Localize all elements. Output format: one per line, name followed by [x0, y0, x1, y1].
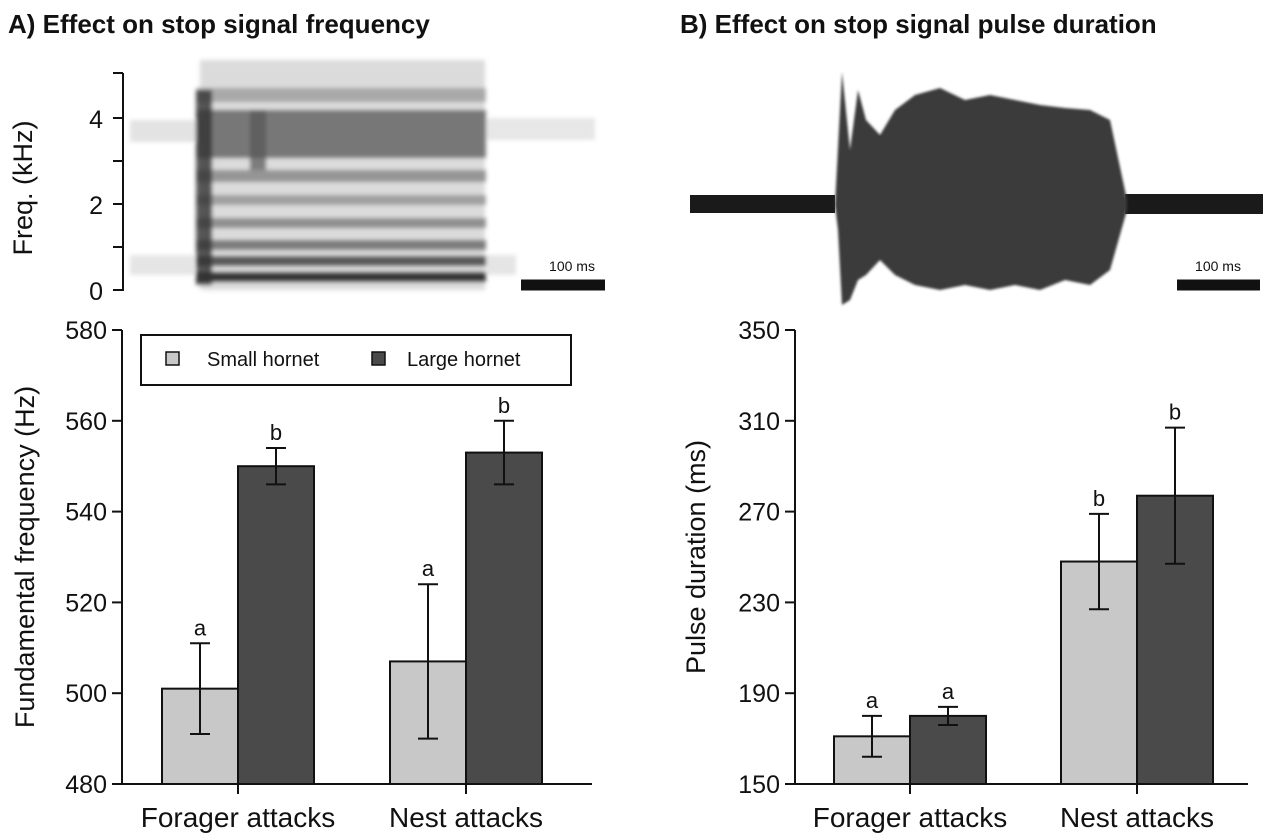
spectrogram: 4 2 0 Freq. (kHz) 100 ms	[8, 60, 605, 306]
spectrogram-image	[130, 60, 595, 290]
chart-a-category-label: Nest attacks	[389, 802, 543, 833]
chart-a-y-label: Fundamental frequency (Hz)	[10, 386, 40, 728]
chart-b-y-tick-label: 270	[738, 499, 780, 527]
chart-b-significance-label: a	[942, 679, 955, 704]
chart-a-significance-label: a	[422, 556, 435, 581]
panel-b-title: B) Effect on stop signal pulse duration	[680, 9, 1157, 39]
chart-b-bar	[909, 714, 987, 786]
chart-b-y-tick-label: 190	[738, 680, 780, 708]
spectrogram-tick-label: 2	[89, 192, 103, 220]
chart-a-y-tick-label: 520	[65, 589, 107, 617]
chart-a-bar	[237, 465, 315, 785]
chart-a-y-tick-label: 500	[65, 680, 107, 708]
legend-label-large: Large hornet	[407, 349, 521, 371]
chart-b-category-label: Nest attacks	[1060, 802, 1214, 833]
chart-b-significance-label: b	[1093, 486, 1105, 511]
chart-b-y-tick-label: 310	[738, 408, 780, 436]
panel-a-title: A) Effect on stop signal frequency	[8, 9, 430, 39]
chart-a-significance-label: b	[270, 420, 282, 445]
chart-b-y-tick-label: 350	[738, 317, 780, 345]
waveform: 100 ms	[690, 72, 1263, 305]
chart-a-bar	[465, 451, 543, 785]
chart-b-significance-label: b	[1169, 400, 1181, 425]
legend-swatch-large	[371, 351, 386, 366]
chart-b-y-tick-label: 150	[738, 771, 780, 799]
waveform-noise-left	[690, 195, 835, 213]
chart-a-y-tick-label: 580	[65, 317, 107, 345]
waveform-scale-label: 100 ms	[1195, 258, 1241, 274]
chart-a-significance-label: b	[498, 393, 510, 418]
legend-label-small: Small hornet	[207, 349, 320, 371]
chart-a-y-tick-label: 480	[65, 771, 107, 799]
chart-b-y-tick-label: 230	[738, 589, 780, 617]
spectrogram-y-label: Freq. (kHz)	[8, 121, 38, 256]
legend-swatch-small	[165, 351, 180, 366]
chart-a-y-tick-label: 540	[65, 499, 107, 527]
chart-a-significance-label: a	[194, 615, 207, 640]
chart-b-y-label: Pulse duration (ms)	[681, 440, 711, 674]
waveform-signal	[835, 72, 1127, 305]
spectrogram-tick-label: 0	[89, 278, 103, 306]
spectrogram-scale-label: 100 ms	[549, 258, 595, 274]
waveform-noise-right	[1125, 194, 1263, 214]
chart-a-y-tick-label: 560	[65, 408, 107, 436]
legend: Small hornet Large hornet	[140, 334, 572, 386]
chart-a-category-label: Forager attacks	[141, 802, 336, 833]
spectrogram-tick-label: 4	[89, 106, 103, 134]
legend-box	[140, 334, 572, 386]
chart-b: 150 190 230 270 310 350 Pulse duration (ms) For…	[681, 317, 1248, 833]
chart-a: 480 500 520 540 560 580 Fundamental frequency …	[10, 317, 592, 833]
chart-b-category-label: Forager attacks	[813, 802, 1008, 833]
chart-b-significance-label: a	[866, 688, 879, 713]
